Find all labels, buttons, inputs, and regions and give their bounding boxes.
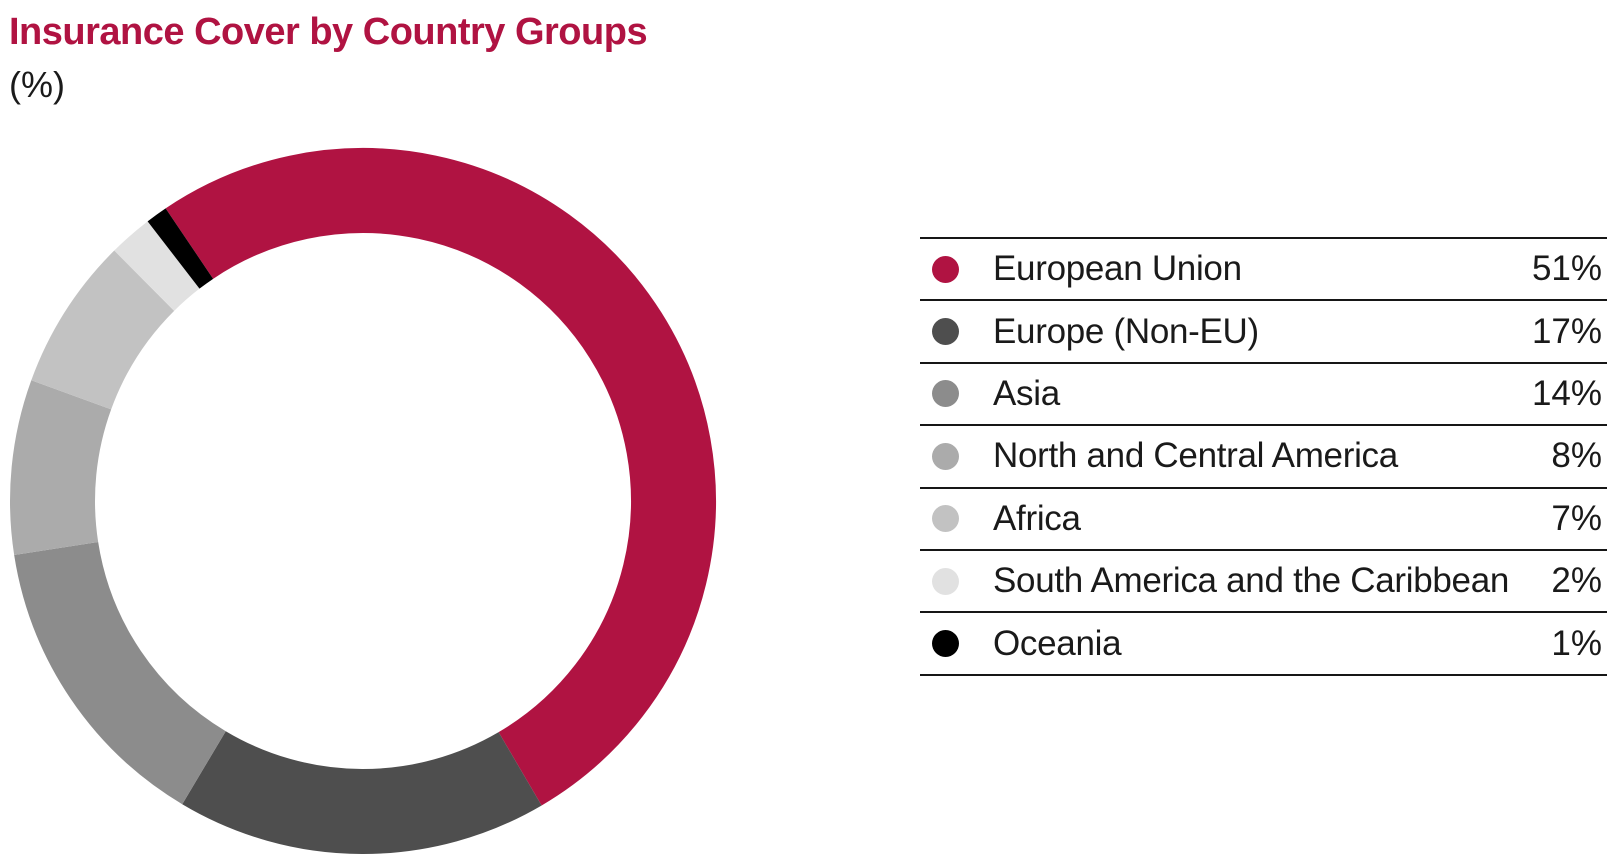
legend-value: 8% bbox=[1551, 436, 1602, 476]
page-subtitle: (%) bbox=[9, 64, 65, 105]
legend-swatch-icon bbox=[932, 567, 959, 595]
legend-value: 1% bbox=[1551, 623, 1602, 663]
legend-swatch-icon bbox=[932, 505, 959, 533]
legend-swatch-icon bbox=[932, 630, 959, 658]
legend-value: 51% bbox=[1531, 249, 1602, 289]
page-title: Insurance Cover by Country Groups bbox=[9, 11, 648, 53]
legend-row: North and Central America 8% bbox=[920, 424, 1607, 486]
donut-segment-north-and-central-america bbox=[10, 380, 112, 555]
legend-value: 17% bbox=[1531, 311, 1602, 351]
donut-chart-svg bbox=[10, 148, 716, 854]
donut-segment-asia bbox=[14, 541, 227, 805]
legend-row: Asia 14% bbox=[920, 361, 1607, 424]
chart-legend: European Union 51% Europe (Non-EU) 17% A… bbox=[920, 237, 1607, 676]
donut-chart bbox=[8, 146, 718, 856]
legend-value: 7% bbox=[1551, 498, 1602, 538]
legend-row: European Union 51% bbox=[920, 237, 1607, 299]
legend-swatch-icon bbox=[932, 380, 959, 408]
legend-value: 14% bbox=[1531, 373, 1602, 413]
legend-label: Asia bbox=[993, 373, 1060, 413]
legend-row: South America and the Caribbean 2% bbox=[920, 548, 1607, 611]
legend-swatch-icon bbox=[932, 255, 959, 283]
legend-label: North and Central America bbox=[993, 436, 1398, 476]
legend-label: European Union bbox=[993, 249, 1242, 289]
donut-segment-oceania bbox=[147, 208, 214, 289]
legend-swatch-icon bbox=[932, 318, 959, 346]
legend-swatch-icon bbox=[932, 442, 959, 470]
donut-segment-european-union bbox=[165, 148, 716, 806]
legend-value: 2% bbox=[1551, 561, 1602, 601]
legend-label: Africa bbox=[993, 498, 1081, 538]
legend-row: Europe (Non-EU) 17% bbox=[920, 299, 1607, 361]
donut-segment-south-america-and-the-caribbean bbox=[114, 221, 200, 312]
donut-segment-africa bbox=[31, 250, 175, 411]
legend-row: Africa 7% bbox=[920, 486, 1607, 549]
legend-label: South America and the Caribbean bbox=[993, 561, 1510, 601]
legend-row: Oceania 1% bbox=[920, 611, 1607, 673]
legend-label: Europe (Non-EU) bbox=[993, 311, 1259, 351]
donut-segment-europe-non-eu bbox=[182, 730, 542, 854]
legend-label: Oceania bbox=[993, 623, 1122, 663]
